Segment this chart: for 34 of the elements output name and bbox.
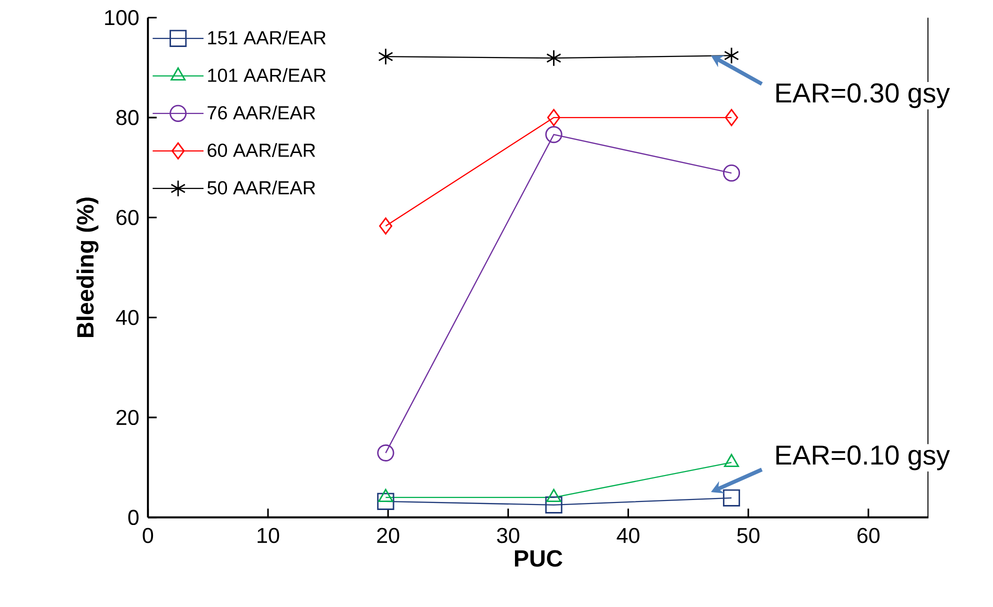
x-axis-title: PUC bbox=[514, 550, 562, 567]
legend-label: 50 AAR/EAR bbox=[207, 180, 316, 194]
annotation: EAR=0.30 gsy bbox=[776, 83, 950, 108]
annotation: EAR=0.10 gsy bbox=[776, 445, 950, 470]
x-tick-label: 10 bbox=[258, 528, 280, 543]
x-tick-label: 30 bbox=[497, 528, 520, 543]
x-tick-label: 20 bbox=[377, 528, 400, 543]
point bbox=[547, 108, 560, 126]
point bbox=[545, 496, 562, 514]
y-tick-label: 40 bbox=[116, 310, 139, 325]
point bbox=[377, 444, 394, 462]
y-tick-label: 20 bbox=[116, 410, 139, 425]
y-tick-label: 100 bbox=[105, 10, 139, 26]
x-tick-label: 50 bbox=[737, 528, 760, 543]
point bbox=[722, 489, 740, 506]
point bbox=[545, 126, 562, 143]
point bbox=[379, 217, 392, 234]
point bbox=[546, 49, 562, 66]
y-tick-label: 80 bbox=[116, 110, 139, 125]
point bbox=[722, 164, 740, 182]
point bbox=[724, 108, 738, 126]
point bbox=[378, 48, 394, 65]
point bbox=[377, 492, 394, 510]
x-tick-label: 40 bbox=[616, 528, 640, 543]
point bbox=[724, 46, 739, 64]
legend-label: 101 AAR/EAR bbox=[208, 68, 326, 82]
legend-label: 151 AAR/EAR bbox=[208, 30, 326, 44]
y-tick-label: 60 bbox=[116, 210, 139, 225]
x-tick-label: 0 bbox=[142, 528, 154, 543]
legend-label: 60 AAR/EAR bbox=[208, 142, 316, 157]
x-tick-label: 60 bbox=[858, 528, 880, 543]
y-tick-label: 0 bbox=[128, 510, 139, 525]
legend-label: 76 AAR/EAR bbox=[208, 105, 316, 120]
y-axis-title: Bleeding (%) bbox=[76, 197, 98, 337]
